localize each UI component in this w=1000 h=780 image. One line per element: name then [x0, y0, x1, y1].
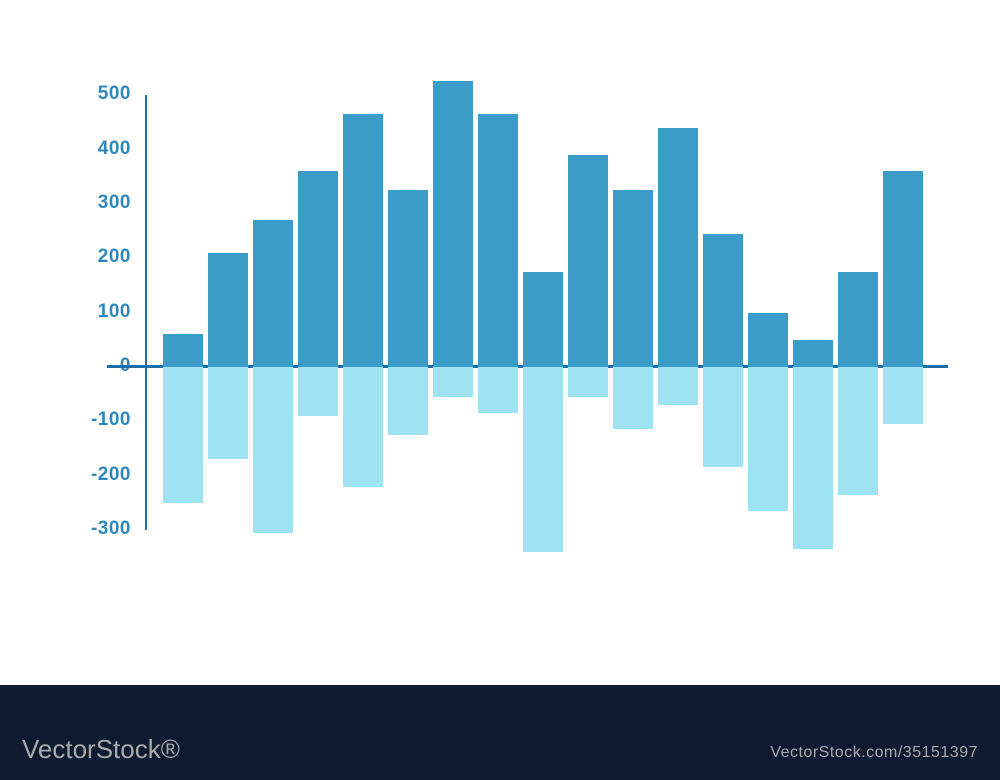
y-tick-label: -100: [0, 409, 131, 431]
y-tick-label: 100: [0, 301, 131, 323]
bar-positive: [478, 114, 518, 367]
bar-negative: [388, 367, 428, 435]
watermark-right: VectorStock.com/35151397: [770, 744, 978, 762]
bar-negative: [208, 367, 248, 459]
bar-negative: [523, 367, 563, 552]
y-tick-label: 300: [0, 192, 131, 214]
bar-positive: [703, 234, 743, 367]
bar-positive: [388, 190, 428, 367]
bar-negative: [253, 367, 293, 533]
bar-negative: [478, 367, 518, 413]
bar-negative: [613, 367, 653, 430]
bar-negative: [568, 367, 608, 397]
bar-positive: [253, 220, 293, 367]
watermark-left: VectorStock®: [22, 734, 180, 765]
y-tick-label: -200: [0, 464, 131, 486]
bar-positive: [613, 190, 653, 367]
bar-positive: [433, 81, 473, 366]
bar-negative: [883, 367, 923, 424]
bar-negative: [748, 367, 788, 511]
bar-positive: [748, 313, 788, 367]
bar-positive: [568, 155, 608, 367]
bar-positive: [883, 171, 923, 367]
bar-negative: [163, 367, 203, 503]
bar-negative: [703, 367, 743, 468]
bar-negative: [298, 367, 338, 416]
bar-positive: [163, 334, 203, 367]
bar-positive: [793, 340, 833, 367]
y-tick-label: 500: [0, 83, 131, 105]
bar-negative: [793, 367, 833, 549]
bar-positive: [298, 171, 338, 367]
bar-positive: [658, 128, 698, 367]
y-tick-label: 200: [0, 246, 131, 268]
bar-negative: [838, 367, 878, 495]
bar-negative: [658, 367, 698, 405]
bar-positive: [838, 272, 878, 367]
bar-positive: [343, 114, 383, 367]
bar-negative: [433, 367, 473, 397]
bar-positive: [523, 272, 563, 367]
y-tick-label: -300: [0, 518, 131, 540]
y-axis-line: [145, 95, 147, 530]
bar-positive: [208, 253, 248, 367]
y-tick-label: 400: [0, 138, 131, 160]
bar-negative: [343, 367, 383, 487]
footer-band: [0, 685, 1000, 780]
